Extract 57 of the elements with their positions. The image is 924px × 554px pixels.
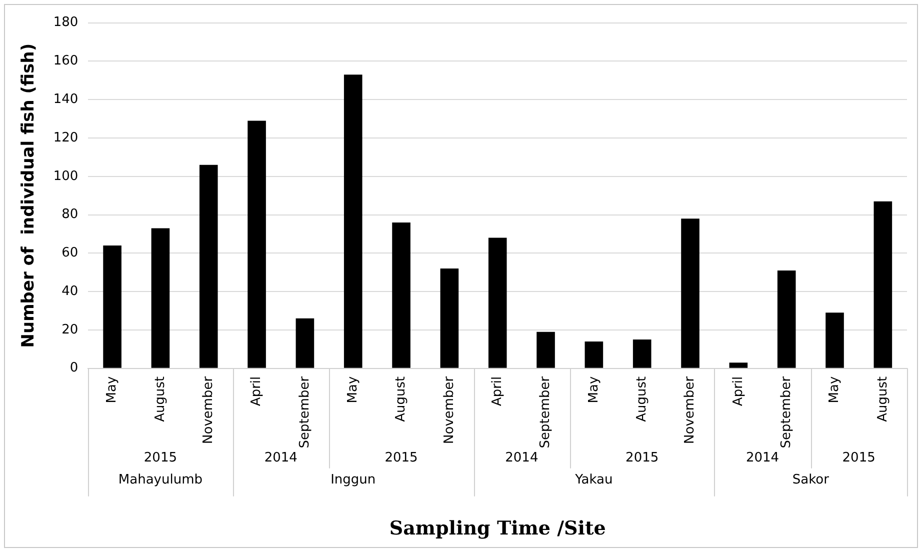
- text: 2014: [746, 450, 780, 466]
- x-tick-label: April: [730, 376, 746, 406]
- x-tick-label: November: [201, 376, 216, 444]
- text: 2015: [384, 450, 418, 466]
- x-axis-title: Sampling Time /Site: [389, 518, 606, 540]
- x-tick-label: November: [442, 376, 457, 444]
- x-tick-label: May: [827, 376, 842, 404]
- bar: [103, 245, 122, 368]
- bar: [681, 218, 700, 368]
- x-tick-label: September: [538, 376, 554, 448]
- bar: [248, 120, 266, 368]
- text: 2015: [626, 450, 659, 466]
- x-tick-label: May: [345, 376, 360, 404]
- text: Inggun: [330, 472, 376, 488]
- bar: [777, 270, 796, 368]
- text: 2014: [264, 450, 298, 466]
- text: 2014: [505, 450, 538, 466]
- text: 2015: [144, 450, 178, 466]
- bar: [632, 340, 652, 368]
- bar: [729, 362, 748, 368]
- x-tick-label: September: [778, 376, 794, 448]
- bar: [826, 312, 844, 368]
- y-tick-label: 120: [53, 130, 78, 146]
- bar: [392, 222, 410, 368]
- x-tick-label: November: [682, 376, 698, 444]
- x-tick-label: April: [249, 376, 264, 406]
- x-tick-label: September: [297, 376, 312, 448]
- bar: [874, 201, 892, 368]
- bar: [151, 228, 170, 368]
- bar: [584, 341, 604, 368]
- x-tick-label: August: [152, 376, 168, 422]
- bar: [536, 332, 555, 368]
- y-tick-label: 100: [53, 168, 78, 184]
- y-tick-label: 60: [62, 246, 78, 261]
- y-tick-label: 160: [53, 54, 78, 69]
- y-tick-label: 40: [62, 284, 78, 299]
- y-tick-label: 20: [62, 322, 78, 338]
- bar: [296, 318, 314, 368]
- text: Yakau: [574, 472, 613, 488]
- bar: [199, 164, 218, 368]
- x-tick-label: August: [634, 376, 650, 422]
- x-tick-label: May: [586, 376, 602, 404]
- y-tick-label: 140: [53, 92, 78, 107]
- text: Sakor: [792, 472, 830, 488]
- x-tick-label: May: [104, 376, 120, 404]
- y-tick-label: 0: [70, 360, 78, 376]
- bar: [344, 74, 362, 368]
- bar: [488, 238, 507, 368]
- x-tick-label: April: [490, 376, 505, 406]
- text: Mahayulumb: [118, 472, 203, 488]
- x-tick-label: August: [394, 376, 409, 422]
- x-tick-label: August: [875, 376, 890, 422]
- y-tick-label: 80: [62, 207, 78, 222]
- text: 2015: [842, 450, 876, 466]
- y-tick-label: 180: [53, 15, 78, 30]
- y-axis-title: Number of individual fish (fish): [18, 43, 39, 348]
- bar: [440, 268, 459, 368]
